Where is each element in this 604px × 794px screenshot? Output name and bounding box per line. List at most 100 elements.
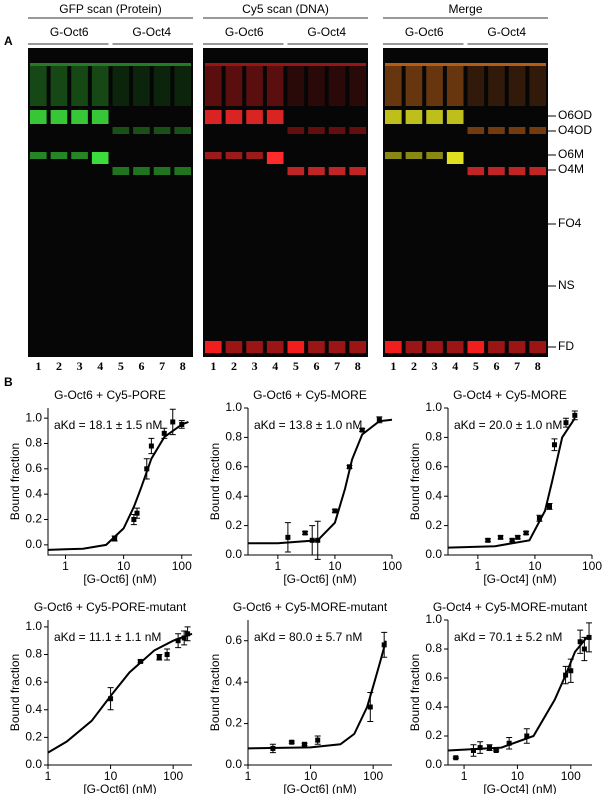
data-point (524, 733, 530, 739)
smear (426, 66, 443, 106)
data-point (381, 642, 387, 648)
lane-number: 7 (514, 359, 520, 373)
band (446, 152, 464, 164)
data-point (134, 510, 140, 516)
lane-number: 1 (210, 359, 216, 373)
band (308, 167, 325, 175)
band (133, 167, 150, 175)
band (50, 152, 68, 159)
smear (308, 66, 325, 106)
chart-title: G-Oct4 + Cy5-MORE-mutant (433, 600, 588, 614)
y-tick-label: 0.0 (425, 757, 442, 771)
data-point (367, 704, 373, 710)
y-tick-label: 0.6 (425, 670, 442, 684)
x-tick-label: 10 (511, 769, 525, 783)
y-tick-label: 0.0 (25, 757, 42, 771)
annotation: aKd = 20.0 ± 1.0 nM (454, 418, 562, 432)
axes (47, 408, 192, 556)
group-label: G-Oct4 (132, 25, 171, 39)
scan-title: Cy5 scan (DNA) (242, 2, 329, 16)
lane-number: 1 (390, 359, 396, 373)
chart-title: G-Oct4 + Cy5-MORE (453, 388, 567, 402)
data-point (493, 748, 499, 753)
smear (225, 66, 243, 106)
x-tick-label: 10 (328, 559, 342, 573)
smear (153, 66, 171, 106)
band (308, 127, 325, 134)
y-tick-label: 0.2 (25, 730, 42, 744)
lane-number: 5 (473, 359, 479, 373)
y-tick-label: 0.2 (225, 518, 242, 532)
y-tick-label: 0.6 (25, 461, 42, 475)
lane-number: 4 (97, 359, 103, 373)
x-tick-label: 10 (304, 769, 318, 783)
band (174, 167, 191, 175)
y-tick-label: 0.4 (25, 486, 42, 500)
band (225, 152, 243, 159)
y-tick-label: 0.4 (25, 702, 42, 716)
band-label: O6M (558, 147, 584, 161)
band (328, 167, 346, 175)
gel (383, 48, 548, 357)
band (426, 152, 443, 159)
lane-number: 8 (180, 359, 186, 373)
y-tick-label: 0.8 (425, 430, 442, 444)
group-label: G-Oct6 (225, 25, 264, 39)
smear (266, 66, 284, 106)
free-dna (508, 341, 526, 353)
x-axis-label: [G-Oct6] (nM) (283, 782, 356, 794)
chart-title: G-Oct6 + Cy5-PORE (54, 388, 166, 402)
y-tick-label: 1.0 (225, 400, 242, 414)
data-point (546, 503, 552, 509)
data-point (309, 537, 315, 543)
band (529, 167, 546, 175)
data-point (185, 631, 191, 637)
x-tick-label: 100 (382, 559, 402, 573)
free-dna (266, 341, 284, 353)
smear (91, 66, 109, 106)
lane-number: 4 (452, 359, 458, 373)
data-point (509, 537, 515, 543)
smear (174, 66, 191, 106)
band-label: O4M (558, 162, 584, 176)
x-tick-label: 1 (461, 769, 468, 783)
band (508, 127, 526, 134)
band (488, 127, 505, 134)
data-point (515, 534, 521, 540)
x-tick-label: 1 (245, 769, 252, 783)
data-point (376, 417, 382, 423)
data-point (131, 517, 137, 523)
scan-title: GFP scan (Protein) (59, 2, 161, 16)
data-point (302, 741, 308, 747)
x-tick-label: 1 (45, 769, 52, 783)
smear (385, 66, 402, 106)
data-point (453, 755, 459, 761)
y-axis-label: Bound fraction (208, 654, 222, 731)
lane-number: 2 (411, 359, 417, 373)
y-axis-label: Bound fraction (8, 443, 22, 520)
data-point (148, 443, 154, 449)
band (405, 110, 423, 124)
lane-number: 7 (159, 359, 165, 373)
x-tick-label: 1 (62, 559, 69, 573)
smear (246, 66, 263, 106)
band (30, 152, 47, 159)
data-point (487, 745, 493, 751)
band (405, 152, 423, 159)
y-tick-label: 0.6 (25, 674, 42, 688)
gel (28, 48, 193, 357)
lane-number: 8 (535, 359, 541, 373)
band-label: O6OD (558, 108, 592, 122)
band (225, 110, 243, 124)
y-tick-label: 0.2 (425, 518, 442, 532)
y-tick-label: 0.2 (225, 716, 242, 730)
band (266, 152, 284, 164)
scan-title: Merge (448, 2, 482, 16)
y-tick-label: 1.0 (25, 619, 42, 633)
panel-letter: A (4, 34, 13, 48)
data-point (470, 748, 476, 753)
smear (30, 66, 47, 106)
lane-number: 3 (432, 359, 438, 373)
y-tick-label: 0.8 (25, 647, 42, 661)
chart-title: G-Oct6 + Cy5-MORE-mutant (233, 600, 388, 614)
